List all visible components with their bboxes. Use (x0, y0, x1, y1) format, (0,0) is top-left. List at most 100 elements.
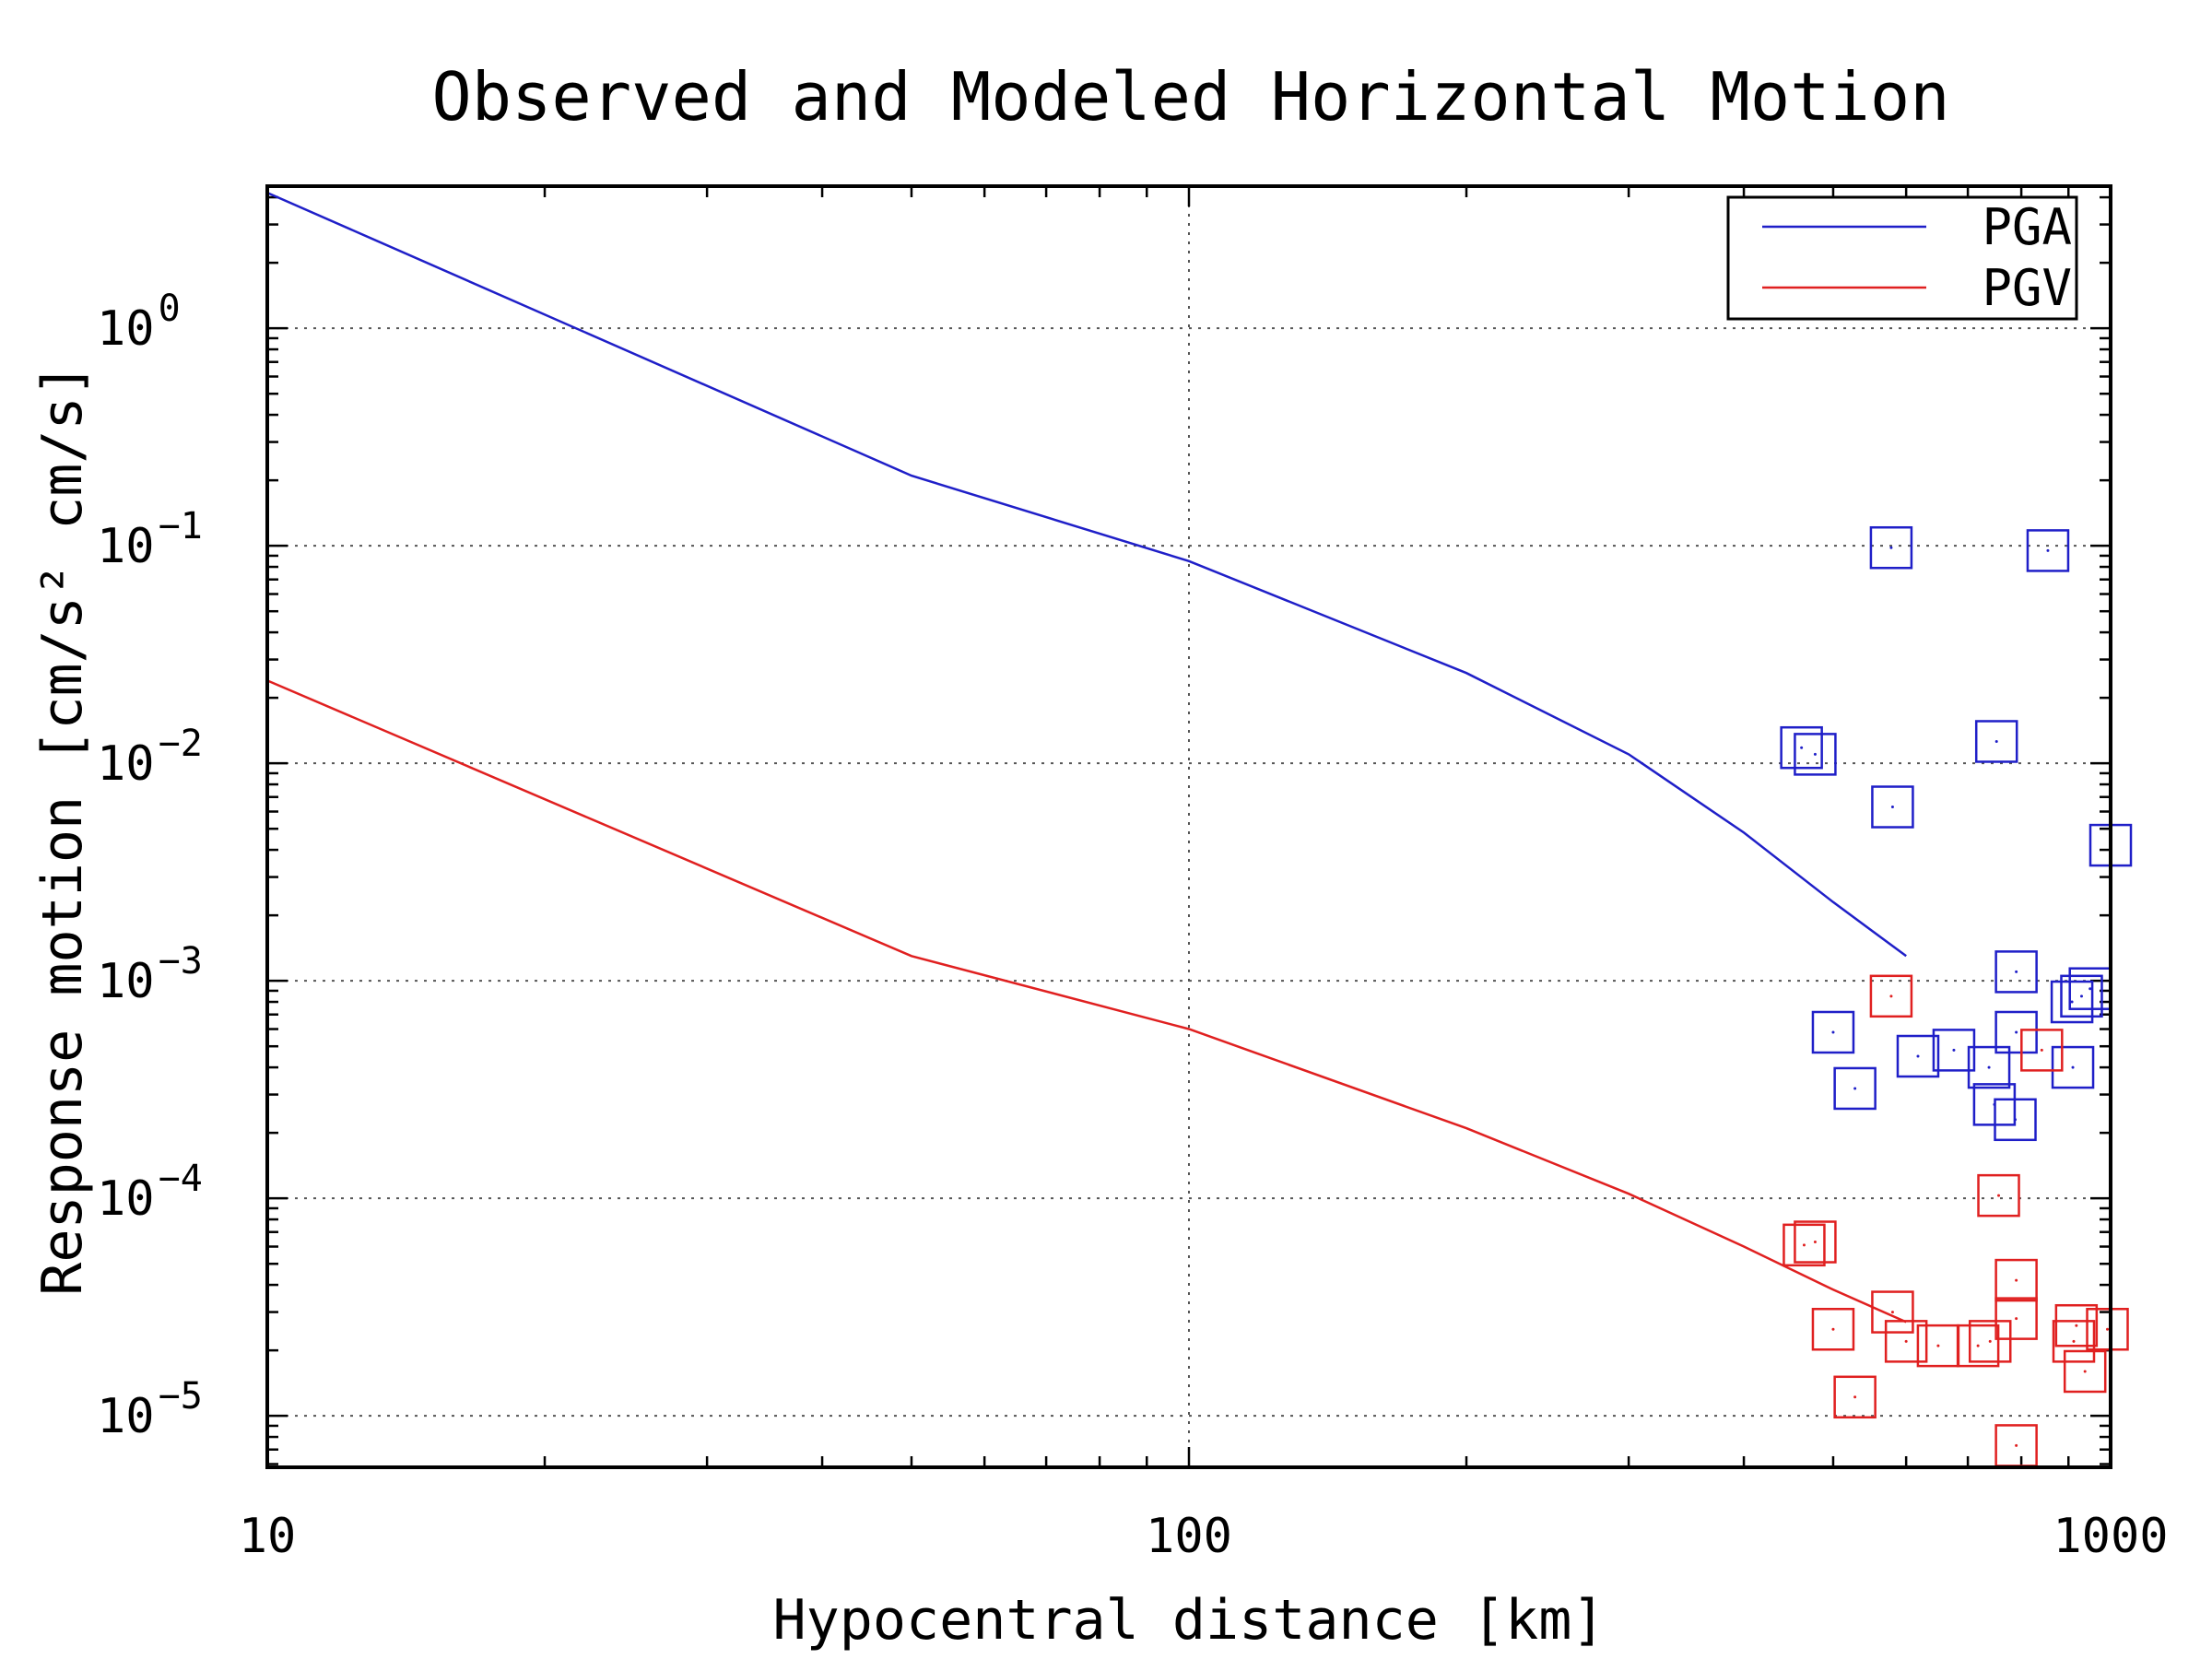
observed-point-center (1802, 1243, 1806, 1247)
plot-frame (265, 184, 2112, 1469)
chart-title: Observed and Modeled Horizontal Motion (431, 58, 1949, 135)
observed-point-center (2015, 1278, 2018, 1282)
observed-point-center (2015, 1317, 2018, 1321)
observed-point-pga (2051, 1045, 2095, 1089)
observed-point-center (1813, 752, 1817, 756)
legend-label-pgv: PGV (1982, 259, 2072, 317)
y-tick-label: 10 −2 (97, 723, 203, 792)
observed-point-center (1987, 1065, 1991, 1069)
observed-point-pga (1871, 785, 1914, 829)
observed-point-center (1936, 1344, 1940, 1347)
observed-point-pgv (1977, 1173, 2020, 1218)
observed-point-center (2015, 1443, 2018, 1447)
observed-point-pga (1994, 950, 2038, 994)
observed-point-pga (1869, 525, 1913, 570)
observed-point-center (2014, 1118, 2018, 1122)
observed-point-pga (1967, 1045, 2011, 1089)
observed-point-center (1853, 1087, 1857, 1090)
observed-point-pgv (1783, 1223, 1826, 1267)
observed-point-pgv (1968, 1320, 2012, 1363)
observed-point-center (1916, 1054, 1920, 1058)
observed-point-center (2079, 994, 2083, 998)
observed-point-pga (1994, 1098, 2037, 1142)
legend-label-pga: PGA (1982, 198, 2072, 256)
observed-points (1780, 525, 2133, 1467)
observed-point-pga (1833, 1066, 1877, 1111)
observed-point-center (1831, 1030, 1835, 1034)
x-tick-label: 10 (239, 1509, 297, 1564)
model-line-pgv (266, 679, 1907, 1324)
observed-point-pga (1994, 1010, 2038, 1054)
observed-point-center (2106, 1327, 2110, 1331)
observed-point-pgv (1871, 1290, 1914, 1334)
y-tick-label: 10 0 (97, 288, 181, 357)
observed-point-pgv (1994, 1258, 2038, 1302)
model-line-pga (266, 191, 1907, 958)
observed-point-pgv (1994, 1297, 2038, 1340)
observed-point-pga (1974, 720, 2018, 763)
observed-point-center (2088, 987, 2092, 991)
y-tick-exponent: −2 (159, 723, 203, 765)
y-tick-exponent: −5 (159, 1375, 203, 1418)
observed-point-center (1813, 1241, 1817, 1244)
y-tick-exponent: 0 (159, 288, 181, 330)
grid-layer (267, 186, 2111, 1467)
observed-point-center (2015, 970, 2018, 973)
observed-point-pgv (1884, 1320, 1928, 1363)
observed-point-pga (1811, 1010, 1855, 1054)
y-tick-label: 10 −3 (97, 940, 203, 1009)
legend-box (1726, 195, 2078, 321)
observed-point-center (2070, 1000, 2074, 1004)
y-tick-exponent: −1 (159, 505, 203, 547)
observed-point-pga (1780, 725, 1823, 770)
observed-point-center (1994, 739, 1998, 743)
observed-point-center (2072, 1339, 2076, 1343)
observed-point-center (1997, 1194, 2001, 1197)
observed-point-pgv (2020, 1029, 2064, 1072)
observed-point-pga (1932, 1029, 1976, 1072)
y-tick-exponent: −3 (159, 940, 203, 982)
observed-point-pga (2050, 980, 2094, 1024)
x-tick-label: 1000 (2053, 1509, 2168, 1564)
observed-point-pgv (1811, 1308, 1855, 1351)
observed-point-pga (2026, 529, 2070, 572)
observed-point-center (2071, 1065, 2075, 1069)
observed-point-center (2046, 548, 2050, 552)
observed-point-center (2083, 1370, 2087, 1373)
observed-point-center (1904, 1339, 1908, 1343)
observed-point-pgv (2052, 1320, 2096, 1363)
observed-point-pgv (1869, 974, 1913, 1018)
observed-point-pga (1794, 733, 1837, 776)
y-tick-label: 10 −4 (97, 1158, 203, 1227)
observed-point-pgv (2086, 1308, 2129, 1351)
observed-point-pgv (1956, 1324, 2000, 1368)
observed-point-center (2075, 1324, 2078, 1327)
legend: PGA PGV (1726, 195, 2078, 321)
observed-point-center (1889, 994, 1893, 998)
observed-point-center (1988, 1339, 1992, 1343)
observed-point-center (1831, 1327, 1835, 1331)
model-lines (266, 191, 1907, 1324)
observed-point-pgv (1794, 1220, 1837, 1264)
y-axis-label: Response motion [cm/s² cm/s] (30, 363, 95, 1295)
y-tick-exponent: −4 (159, 1158, 203, 1200)
observed-point-center (2040, 1048, 2043, 1052)
observed-point-pgv (1833, 1375, 1877, 1419)
observed-point-center (1890, 1311, 1894, 1314)
x-axis-label: Hypocentral distance [km] (772, 1588, 1605, 1653)
observed-point-center (1853, 1395, 1857, 1399)
observed-point-center (2015, 1030, 2018, 1034)
observed-point-pgv (2063, 1349, 2107, 1394)
x-tick-label: 100 (1146, 1509, 1232, 1564)
y-tick-label: 10 −1 (97, 505, 203, 574)
observed-point-center (1952, 1048, 1956, 1052)
y-tick-label: 10 −5 (97, 1375, 203, 1444)
observed-point-center (1976, 1344, 1980, 1347)
observed-point-pga (1896, 1034, 1940, 1078)
observed-point-center (1889, 546, 1893, 549)
observed-point-center (1890, 806, 1894, 809)
observed-point-center (1800, 746, 1804, 749)
observed-point-pga (2060, 974, 2103, 1018)
